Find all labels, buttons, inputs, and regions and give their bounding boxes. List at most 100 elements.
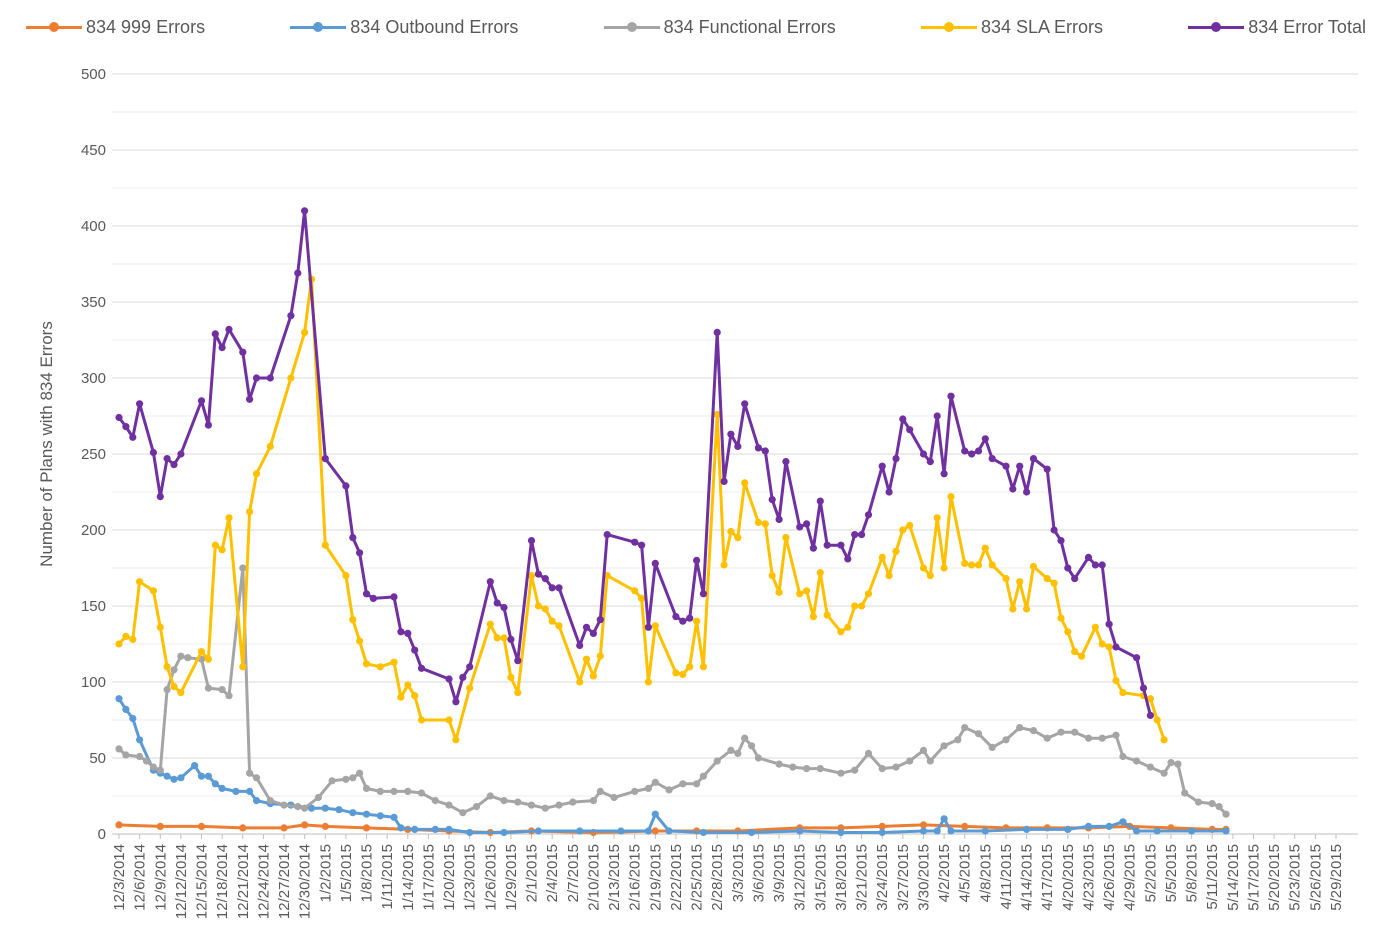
data-point (947, 493, 955, 501)
data-point (404, 787, 412, 796)
data-point (349, 616, 357, 624)
data-point (1029, 562, 1038, 571)
data-point (1146, 711, 1154, 720)
data-point (837, 541, 845, 549)
data-point (362, 590, 371, 598)
data-point (445, 801, 453, 809)
data-point (576, 641, 584, 650)
data-point (527, 572, 536, 580)
data-point (1160, 769, 1168, 777)
data-point (170, 775, 178, 783)
data-point (926, 572, 934, 580)
data-point (486, 792, 494, 800)
x-tick-label: 12/21/2014 (235, 844, 252, 919)
data-point (252, 797, 261, 805)
data-point (906, 521, 914, 530)
data-point (507, 673, 515, 682)
data-point (1029, 727, 1038, 735)
x-tick-label: 3/3/2015 (730, 844, 747, 902)
data-point (1071, 648, 1079, 656)
data-point (239, 564, 247, 572)
data-point (218, 344, 226, 352)
data-point (748, 742, 756, 750)
data-point (899, 415, 907, 423)
data-point (397, 628, 405, 636)
data-point (734, 534, 742, 542)
data-point (266, 442, 274, 450)
data-point (122, 423, 130, 431)
data-point (699, 590, 708, 598)
data-point (734, 749, 742, 758)
data-point (156, 493, 164, 501)
data-point (596, 652, 604, 660)
x-tick-label: 1/20/2015 (441, 844, 458, 911)
data-point (837, 769, 845, 777)
data-point (582, 655, 591, 663)
data-point (1105, 822, 1113, 831)
data-point (1139, 684, 1148, 692)
data-point (1050, 579, 1058, 587)
x-tick-label: 1/8/2015 (359, 844, 376, 902)
x-tick-label: 3/24/2015 (874, 844, 891, 911)
x-tick-label: 2/19/2015 (647, 844, 664, 911)
x-tick-label: 12/9/2014 (152, 844, 169, 911)
y-axis-ticks: 0 50 100 150 200 250 300 350 400 450 500 (81, 66, 106, 843)
data-point (362, 784, 371, 793)
data-point (1057, 728, 1065, 736)
data-point (246, 769, 254, 777)
data-point (1071, 728, 1079, 736)
data-point (644, 827, 653, 835)
data-point (713, 328, 721, 336)
data-point (115, 745, 123, 753)
data-point (754, 444, 763, 452)
data-point (782, 534, 790, 542)
x-tick-label: 2/16/2015 (627, 844, 644, 911)
data-point (287, 312, 295, 320)
x-tick-label: 12/15/2014 (194, 844, 211, 919)
data-point (472, 803, 481, 811)
data-point (115, 695, 123, 703)
data-point (816, 569, 824, 577)
data-point (823, 611, 831, 619)
x-tick-label: 1/5/2015 (338, 844, 355, 902)
data-point (878, 765, 886, 773)
data-point (514, 689, 522, 697)
data-point (672, 613, 680, 621)
data-point (569, 798, 577, 806)
y-tick-label: 400 (81, 218, 106, 235)
data-point (163, 455, 171, 463)
series-line (117, 697, 1226, 834)
x-tick-label: 4/14/2015 (1019, 844, 1036, 911)
legend-swatch (26, 20, 82, 34)
data-point (294, 803, 302, 811)
data-point (582, 623, 591, 631)
data-point (452, 736, 460, 744)
data-point (163, 663, 171, 671)
data-point (129, 635, 137, 644)
data-point (809, 544, 818, 552)
data-point (940, 564, 948, 572)
x-tick-label: 12/27/2014 (276, 844, 293, 919)
data-point (232, 787, 240, 796)
data-point (768, 572, 776, 580)
x-tick-label: 2/25/2015 (689, 844, 706, 911)
data-point (218, 784, 226, 793)
data-point (1208, 800, 1216, 808)
data-point (390, 593, 398, 601)
data-point (734, 442, 742, 450)
x-tick-label: 2/13/2015 (606, 844, 623, 911)
data-point (589, 672, 598, 680)
data-point (445, 675, 453, 683)
data-point (988, 455, 996, 463)
data-point (555, 801, 563, 809)
data-point (693, 780, 701, 788)
data-point (177, 652, 185, 660)
legend-label: 834 Outbound Errors (350, 16, 519, 37)
x-tick-label: 3/12/2015 (792, 844, 809, 911)
legend-item-2: 834 Outbound Errors (290, 17, 518, 38)
x-tick-label: 3/15/2015 (812, 844, 829, 911)
y-tick-label: 200 (81, 522, 106, 539)
data-point (906, 426, 914, 434)
data-point (294, 269, 302, 277)
data-point (122, 751, 130, 759)
